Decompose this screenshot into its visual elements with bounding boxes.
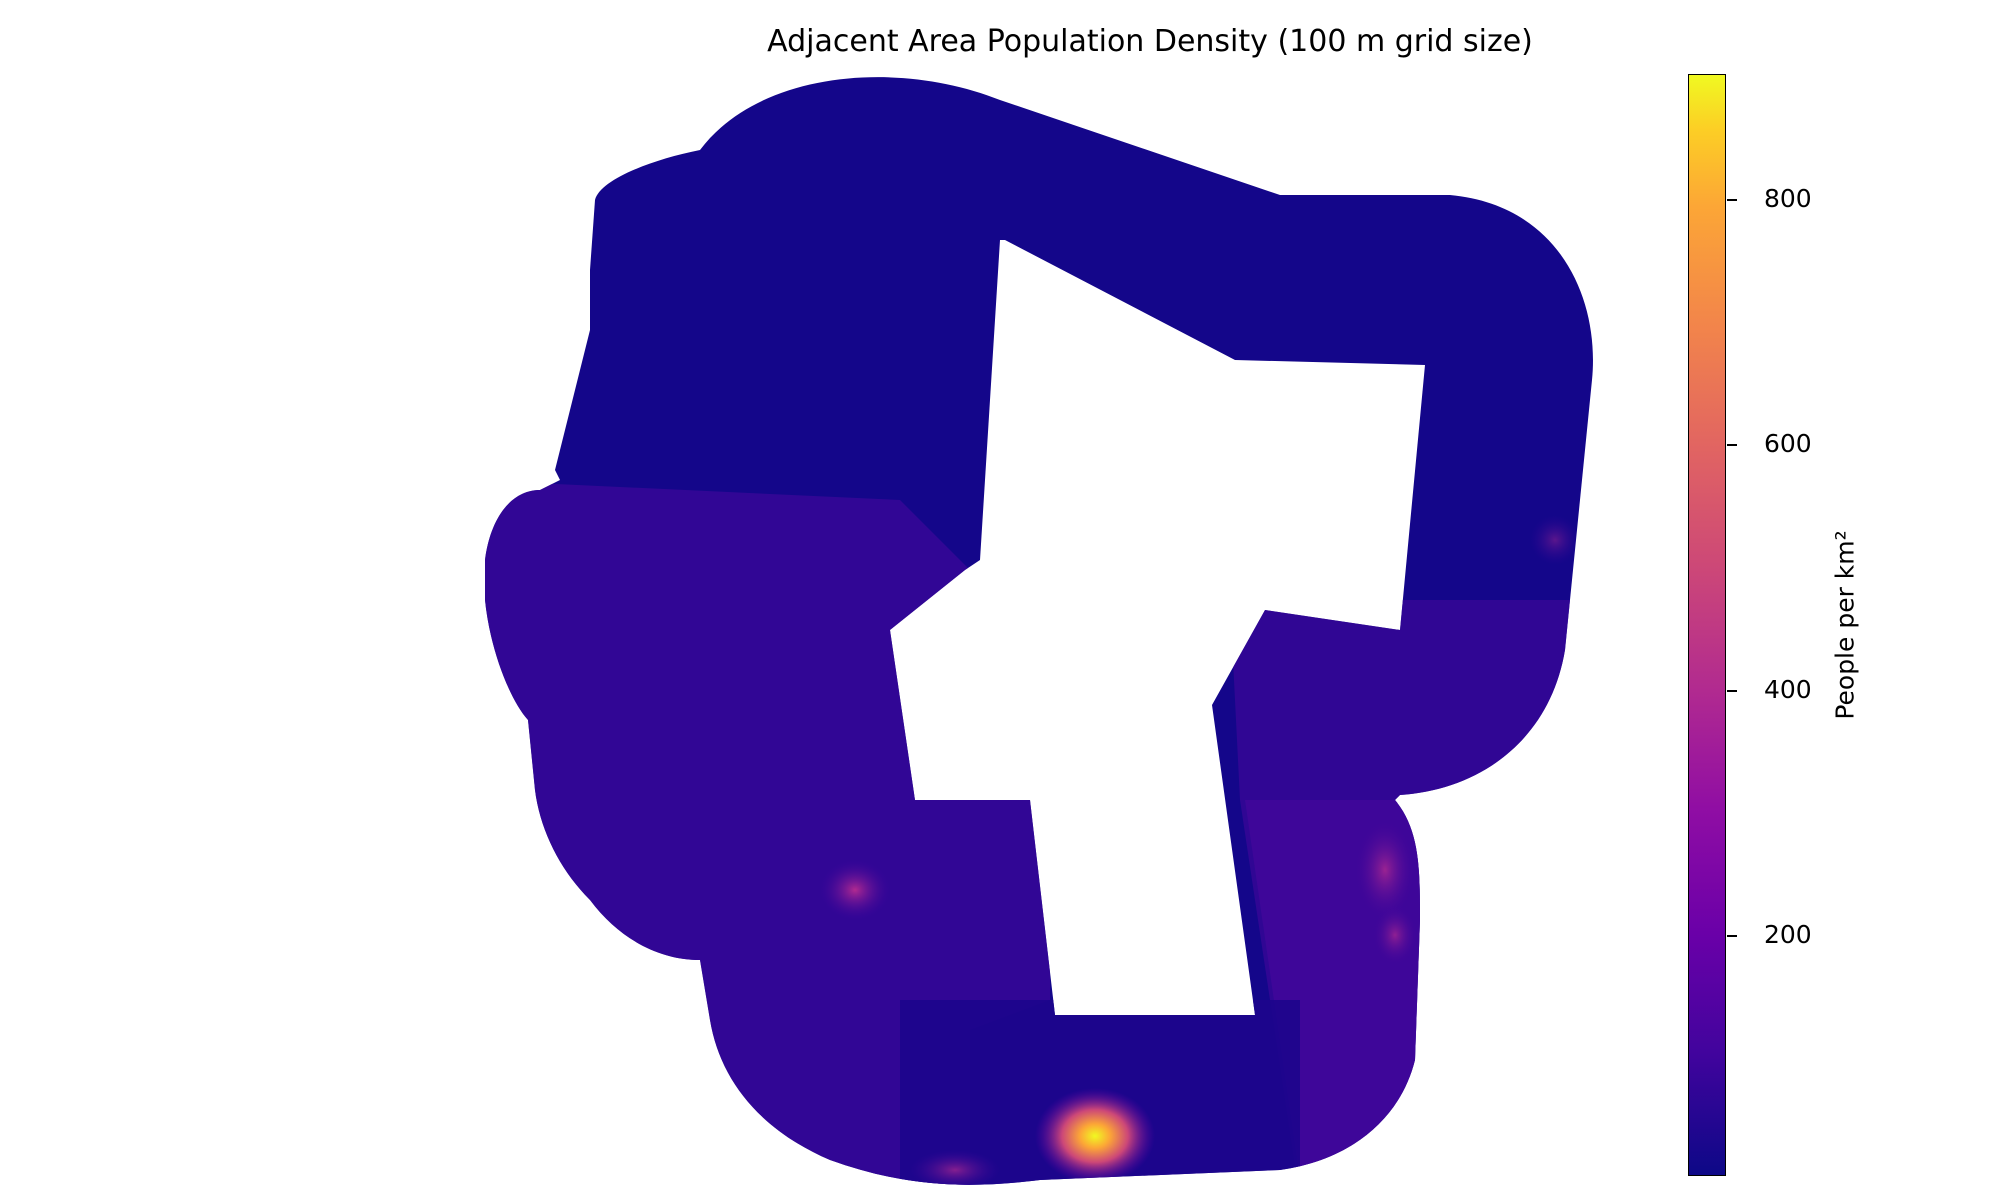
hotspot-southwest bbox=[910, 1150, 1000, 1185]
colorbar-tick-label: 400 bbox=[1764, 675, 1812, 704]
colorbar-tick-label: 600 bbox=[1764, 429, 1812, 458]
hotspot-south bbox=[1035, 1088, 1155, 1184]
hotspot-east-2 bbox=[1373, 905, 1417, 965]
colorbar-label: People per km² bbox=[1830, 530, 1860, 720]
colorbar-tick bbox=[1727, 690, 1737, 692]
hotspot-northeast bbox=[1530, 515, 1580, 565]
colorbar-tick bbox=[1727, 444, 1737, 446]
adjacent-area-ring bbox=[485, 77, 1593, 1185]
colorbar bbox=[1688, 74, 1726, 1176]
colorbar-tick-label: 800 bbox=[1764, 184, 1812, 213]
map-title: Adjacent Area Population Density (100 m … bbox=[767, 24, 1533, 59]
hotspot-west bbox=[820, 860, 890, 920]
colorbar-tick-label: 200 bbox=[1764, 920, 1812, 949]
colorbar-tick bbox=[1727, 199, 1737, 201]
hotspot-east bbox=[1355, 820, 1415, 920]
density-map bbox=[485, 77, 1593, 1185]
colorbar-tick bbox=[1727, 935, 1737, 937]
